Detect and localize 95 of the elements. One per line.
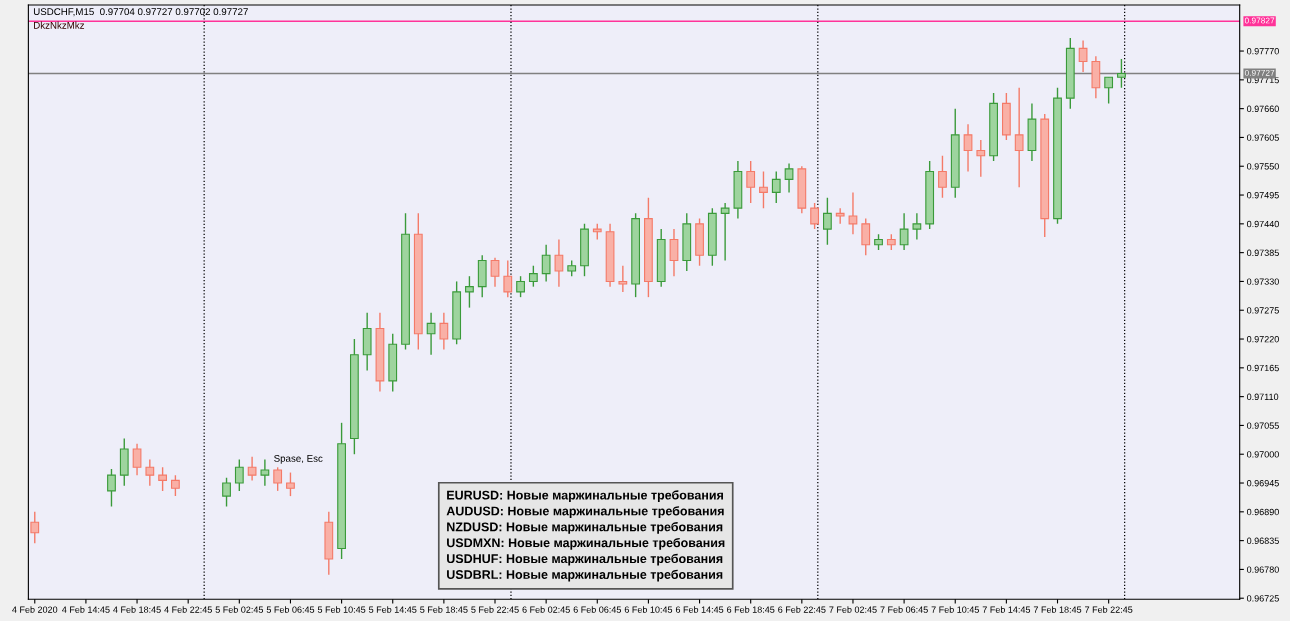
x-tick-label: 5 Feb 06:45	[266, 606, 315, 613]
annotation: USDHUF: Новые маржинальные требования	[447, 553, 723, 566]
candlestick	[107, 468, 116, 508]
x-tick-label: 6 Feb 14:45	[675, 606, 724, 613]
candlestick	[1078, 39, 1088, 73]
candlestick	[771, 170, 781, 204]
x-tick-label: 6 Feb 18:45	[727, 606, 775, 613]
candlestick	[490, 257, 500, 288]
candlestick	[516, 275, 525, 298]
x-tick-label: 4 Feb 22:45	[164, 606, 212, 613]
candlestick	[30, 511, 40, 544]
x-tick-label: 5 Feb 02:45	[215, 606, 264, 613]
ref-line-label: 0.97727	[1244, 69, 1275, 76]
candlestick	[759, 170, 768, 209]
candlestick	[145, 458, 155, 487]
candlestick	[848, 191, 858, 236]
candlestick	[810, 202, 820, 230]
candlestick	[503, 259, 513, 298]
candlestick	[260, 458, 270, 487]
candlestick	[835, 207, 845, 225]
candlestick	[1117, 58, 1126, 89]
annotation: EURUSD: Новые маржинальные требования	[447, 490, 723, 502]
y-tick-label: 0.97605	[1246, 134, 1279, 141]
candlestick	[669, 228, 679, 277]
annotation: USDMXN: Новые маржинальные требования	[447, 537, 725, 550]
chart-title: USDCHF,M15 0.97704 0.97727 0.97702 0.97727	[33, 8, 248, 17]
candlestick	[784, 162, 794, 194]
candlestick	[439, 312, 449, 351]
annotation: Spase, Esc	[274, 454, 323, 464]
x-tick-label: 5 Feb 22:45	[471, 606, 519, 613]
x-tick-label: 4 Feb 2020	[12, 606, 58, 613]
candlestick	[1104, 76, 1114, 105]
candlestick	[286, 471, 295, 497]
x-tick-label: 7 Feb 14:45	[982, 606, 1031, 613]
y-tick-label: 0.97715	[1246, 76, 1279, 84]
candlestick	[618, 265, 628, 293]
candlestick	[899, 212, 909, 251]
candlestick	[158, 466, 168, 492]
x-tick-label: 7 Feb 06:45	[880, 606, 928, 613]
candlestick	[528, 265, 538, 288]
annotation: NZDUSD: Новые маржинальные требования	[447, 522, 723, 534]
candlestick	[426, 312, 436, 356]
candlestick	[234, 458, 244, 492]
y-tick-label: 0.96725	[1246, 595, 1279, 602]
x-tick-label: 6 Feb 22:45	[778, 606, 826, 613]
candlestick	[222, 477, 231, 508]
text: DkzNkzMkz	[34, 21, 85, 29]
candlestick	[912, 212, 922, 241]
candlestick	[465, 275, 474, 309]
y-tick-label: 0.96890	[1246, 508, 1279, 516]
candlestick	[247, 456, 257, 482]
x-tick-label: 7 Feb 10:45	[931, 606, 979, 613]
y-tick-label: 0.97275	[1246, 307, 1279, 314]
candlestick	[541, 244, 551, 283]
y-tick-label: 0.97385	[1246, 249, 1279, 256]
candlestick	[976, 139, 986, 178]
x-tick-label: 6 Feb 10:45	[624, 606, 673, 613]
x-tick-label: 5 Feb 10:45	[317, 606, 366, 613]
x-tick-label: 6 Feb 06:45	[573, 606, 621, 613]
y-tick-label: 0.96945	[1246, 479, 1279, 487]
ref-line-label: 0.97827	[1244, 17, 1275, 24]
x-tick-label: 4 Feb 18:45	[113, 606, 161, 613]
x-tick-label: 4 Feb 14:45	[62, 606, 110, 613]
x-tick-label: 7 Feb 18:45	[1033, 606, 1082, 613]
y-tick-label: 0.97660	[1246, 105, 1279, 112]
y-tick-label: 0.96780	[1246, 566, 1279, 573]
candlestick	[746, 160, 756, 204]
y-tick-label: 0.96835	[1246, 537, 1279, 544]
candlestick	[963, 123, 973, 173]
y-tick-label: 0.97055	[1246, 422, 1279, 429]
candlestick	[720, 202, 730, 262]
y-tick-label: 0.97220	[1246, 336, 1279, 343]
x-tick-label: 5 Feb 14:45	[369, 606, 417, 613]
annotation: USDBRL: Новые маржинальные требования	[447, 569, 723, 582]
candlestick	[171, 474, 180, 497]
y-tick-label: 0.97000	[1246, 451, 1279, 458]
candlestick	[554, 238, 564, 288]
y-tick-label: 0.97770	[1246, 48, 1279, 55]
x-tick-label: 6 Feb 02:45	[522, 606, 570, 613]
candlestick	[823, 196, 832, 246]
y-tick-label: 0.97440	[1246, 220, 1279, 228]
x-tick-label: 7 Feb 22:45	[1085, 606, 1133, 613]
candlestick	[1014, 87, 1024, 188]
candlestick	[938, 155, 947, 199]
x-tick-label: 5 Feb 18:45	[420, 606, 468, 613]
y-tick-label: 0.97165	[1246, 364, 1279, 372]
annotation: AUDUSD: Новые маржинальные требования	[446, 506, 724, 518]
y-tick-label: 0.97110	[1246, 393, 1279, 400]
candlestick	[273, 466, 283, 492]
x-tick-label: 7 Feb 02:45	[829, 606, 877, 613]
y-tick-label: 0.97330	[1246, 278, 1279, 285]
candlestick	[132, 443, 142, 476]
candlestick	[861, 217, 871, 256]
y-tick-label: 0.97495	[1246, 192, 1279, 199]
y-tick-label: 0.97550	[1246, 163, 1279, 170]
